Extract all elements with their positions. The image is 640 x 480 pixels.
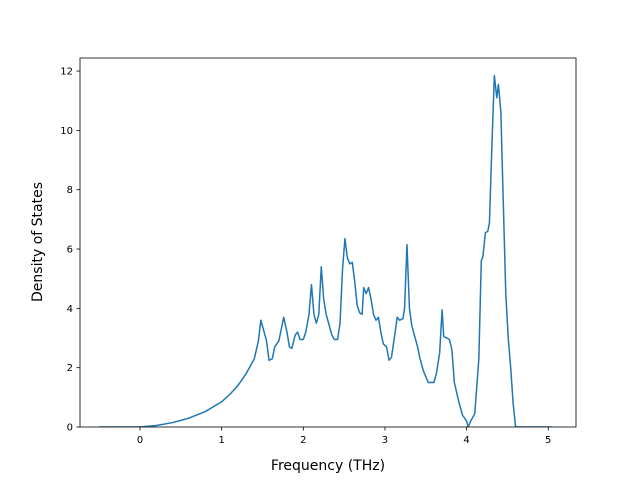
x-tick-label: 2 bbox=[300, 435, 306, 446]
y-tick-label: 12 bbox=[60, 67, 73, 78]
data-line bbox=[99, 74, 553, 427]
x-axis-label: Frequency (THz) bbox=[271, 458, 385, 474]
y-tick-label: 8 bbox=[67, 185, 73, 196]
x-tick-label: 3 bbox=[382, 435, 388, 446]
y-tick-label: 6 bbox=[67, 245, 73, 256]
x-tick-label: 1 bbox=[218, 435, 224, 446]
y-axis-label: Density of States bbox=[30, 182, 46, 302]
x-tick-label: 0 bbox=[137, 435, 143, 446]
plot-frame bbox=[79, 57, 577, 428]
y-tick-label: 0 bbox=[67, 423, 73, 434]
x-tick-label: 4 bbox=[463, 435, 469, 446]
y-tick-label: 4 bbox=[67, 304, 73, 315]
y-tick-label: 2 bbox=[67, 363, 73, 374]
x-tick-label: 5 bbox=[545, 435, 551, 446]
y-tick-label: 10 bbox=[60, 126, 73, 137]
